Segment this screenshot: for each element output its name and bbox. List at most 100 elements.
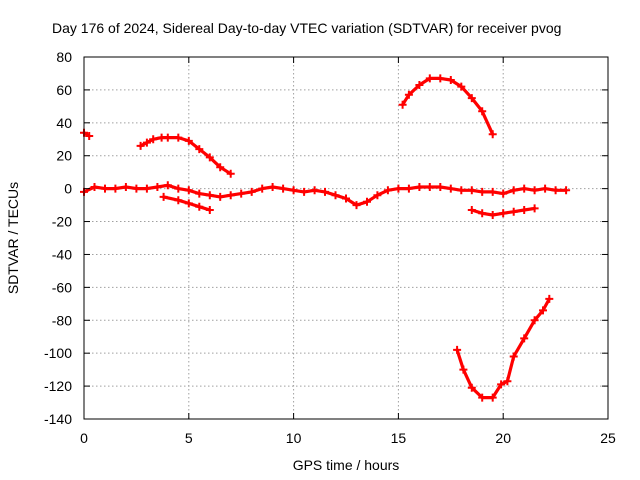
data-point [247,187,256,196]
data-point [509,207,518,216]
data-point [478,209,487,218]
data-point [174,133,183,142]
y-tick-label: -40 [52,246,72,262]
data-point [195,189,204,198]
data-point [478,393,487,402]
data-point [499,209,508,218]
data-point [467,186,476,195]
data-point [509,186,518,195]
data-series-group [80,74,571,402]
data-point [90,183,99,191]
data-point [530,186,539,195]
data-point [415,81,424,89]
data-point [300,187,309,196]
data-point [467,383,476,392]
data-point [136,141,145,150]
data-point [159,192,168,201]
data-point [195,145,204,154]
data-point [342,194,350,203]
data-point [453,345,462,354]
y-tick-label: 80 [56,49,72,65]
data-point [184,186,193,195]
x-axis-label: GPS time / hours [293,457,400,473]
data-point [562,186,571,195]
data-point [530,316,539,325]
data-point [520,184,529,193]
data-point [520,206,529,214]
data-point [226,169,235,178]
x-tick-label: 20 [495,430,511,446]
data-point [394,184,403,193]
data-point [488,393,497,402]
data-point [436,183,445,191]
data-point [425,183,434,191]
grid [84,57,608,419]
data-point [499,189,508,198]
series-deep-dip [455,297,551,400]
data-point [258,184,267,193]
data-point [503,377,512,386]
data-point [509,352,518,361]
data-point [85,132,94,140]
data-point [226,191,235,200]
x-tick-label: 10 [286,430,302,446]
data-point [551,186,560,195]
data-point [478,107,487,116]
y-tick-label: 0 [64,181,72,197]
data-point [446,76,455,84]
data-point [488,187,497,196]
data-point [132,184,141,193]
y-tick-label: 60 [56,82,72,98]
data-point [216,163,225,172]
data-point [149,135,158,144]
data-point [184,136,193,145]
data-point [373,191,382,200]
data-point [497,380,506,389]
data-point [279,184,288,193]
data-point [425,74,434,83]
data-point [205,153,214,162]
data-point [352,201,361,210]
x-tick-label: 15 [391,430,407,446]
data-point [404,184,413,193]
data-point [163,133,172,142]
data-point [184,199,193,208]
data-point [520,334,529,343]
x-tick-label: 25 [600,430,616,446]
axis-ticks: 80 60 40 20 0 -20 -40 -60 -80 -100 -120 -140 0 5 10 15 2… [44,49,616,446]
data-point [488,211,497,219]
y-tick-label: -120 [44,378,72,394]
data-point [174,196,183,205]
data-point [530,204,539,213]
data-point [205,191,214,200]
data-point [142,184,151,193]
data-point [383,186,392,195]
data-point [398,100,407,109]
data-point [216,192,225,201]
y-axis-label: SDTVAR / TECUs [5,182,21,294]
data-point [545,294,554,303]
data-point [195,202,204,211]
y-tick-label: -100 [44,345,72,361]
data-point [457,186,466,195]
data-point [446,184,455,193]
data-point [488,130,497,139]
y-tick-label: -20 [52,214,72,230]
data-point [121,183,130,191]
data-point [205,206,214,214]
y-tick-label: -80 [52,312,72,328]
data-point [268,183,277,191]
data-point [363,197,371,206]
x-tick-label: 0 [80,430,88,446]
data-point [467,206,476,214]
chart-title: Day 176 of 2024, Sidereal Day-to-day VTE… [52,20,561,36]
data-point [467,94,476,103]
data-point [321,187,329,196]
data-point [331,191,340,200]
y-tick-label: 40 [56,115,72,131]
data-point [101,184,109,193]
data-point [404,90,413,99]
data-point [163,181,172,190]
data-point [153,183,162,191]
